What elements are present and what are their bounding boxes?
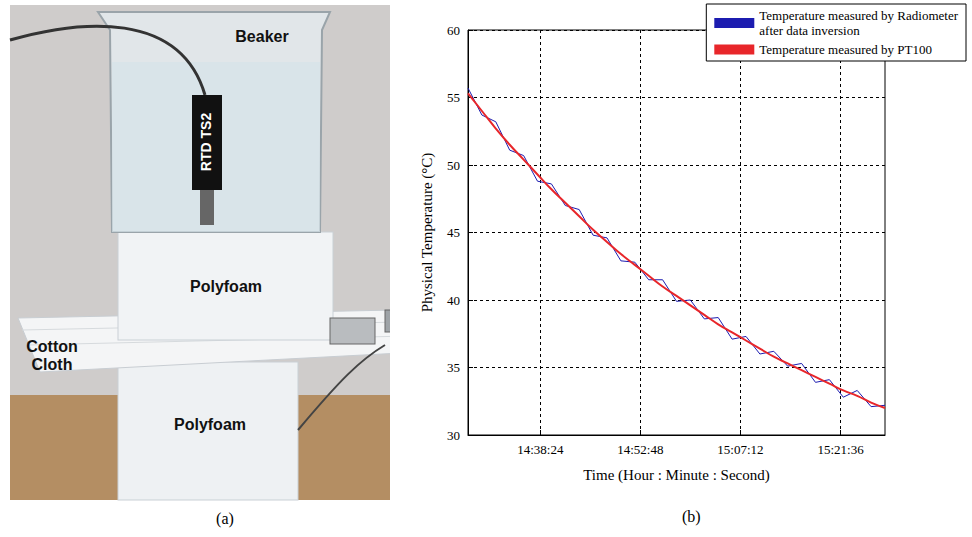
svg-text:35: 35 — [447, 360, 460, 375]
svg-text:40: 40 — [447, 293, 460, 308]
svg-text:RTD TS2: RTD TS2 — [198, 113, 214, 172]
svg-text:Temperature measured by PT100: Temperature measured by PT100 — [759, 42, 932, 57]
svg-text:Temperature measured by Radiom: Temperature measured by Radiometer — [759, 8, 958, 23]
svg-text:Physical Temperature (°C): Physical Temperature (°C) — [419, 153, 436, 313]
svg-text:(b): (b) — [682, 508, 701, 526]
svg-text:14:38:24: 14:38:24 — [517, 442, 564, 457]
svg-text:60: 60 — [447, 23, 460, 38]
svg-text:55: 55 — [447, 90, 460, 105]
svg-text:CottonCloth: CottonCloth — [26, 338, 78, 373]
svg-text:14:52:48: 14:52:48 — [617, 442, 663, 457]
svg-text:Beaker: Beaker — [235, 28, 288, 45]
svg-text:Polyfoam: Polyfoam — [174, 416, 246, 433]
svg-text:(a): (a) — [216, 510, 234, 528]
svg-text:15:21:36: 15:21:36 — [817, 442, 864, 457]
svg-text:30: 30 — [447, 428, 460, 443]
svg-text:Time (Hour : Minute : Second): Time (Hour : Minute : Second) — [583, 467, 770, 484]
svg-text:45: 45 — [447, 225, 460, 240]
svg-text:50: 50 — [447, 158, 460, 173]
svg-text:after data inversion: after data inversion — [759, 23, 860, 38]
svg-text:Polyfoam: Polyfoam — [190, 278, 262, 295]
svg-text:15:07:12: 15:07:12 — [717, 442, 763, 457]
